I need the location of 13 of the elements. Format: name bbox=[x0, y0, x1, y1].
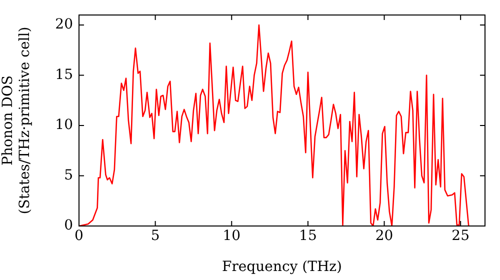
x-tick-label: 5 bbox=[150, 228, 160, 244]
y-tick-label: 20 bbox=[55, 16, 73, 33]
y-tick-label: 0 bbox=[64, 218, 73, 234]
y-tick-label: 15 bbox=[55, 66, 73, 83]
y-axis-title: Phonon DOS (States/THz·primitive cell) bbox=[0, 26, 33, 214]
x-axis-title: Frequency (THz) bbox=[222, 259, 342, 276]
x-tick-label: 0 bbox=[74, 228, 84, 244]
x-tick-label: 15 bbox=[299, 228, 317, 244]
x-tick-label: 25 bbox=[452, 228, 470, 244]
x-tick-label: 10 bbox=[222, 228, 241, 244]
x-tick-label: 20 bbox=[375, 228, 394, 244]
y-tick-label: 5 bbox=[64, 167, 73, 184]
y-tick-label: 10 bbox=[55, 117, 73, 134]
